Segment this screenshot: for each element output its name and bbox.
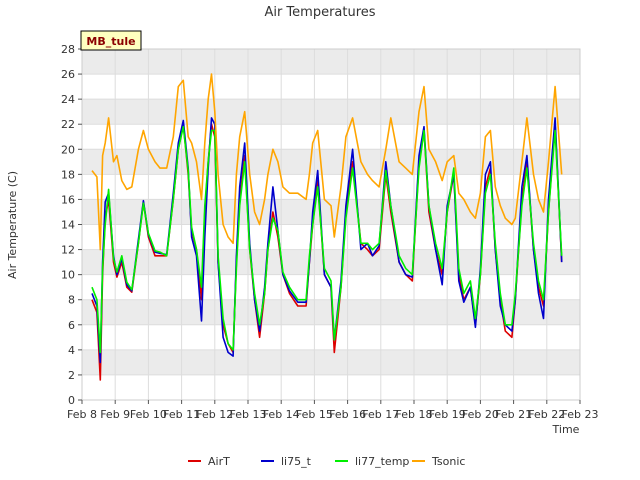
y-tick-label: 14 xyxy=(61,219,75,232)
y-tick-label: 24 xyxy=(61,93,75,106)
background-band xyxy=(82,224,580,250)
legend-label: Tsonic xyxy=(431,455,465,468)
y-tick-label: 18 xyxy=(61,168,75,181)
x-tick-label: Feb 21 xyxy=(495,408,532,421)
legend-label: AirT xyxy=(208,455,230,468)
y-tick-label: 0 xyxy=(68,394,75,407)
background-band xyxy=(82,124,580,150)
y-tick-label: 22 xyxy=(61,118,75,131)
series-lines xyxy=(91,73,563,381)
legend: AirT li75_t li77_temp Tsonic xyxy=(188,455,465,468)
background-band xyxy=(82,324,580,350)
series-line-li77-temp xyxy=(91,125,563,354)
legend-label: li77_temp xyxy=(355,455,409,468)
y-tick-label: 26 xyxy=(61,68,75,81)
y-tick-label: 2 xyxy=(68,369,75,382)
y-axis-label: Air Temperature (C) xyxy=(6,171,19,279)
background-band xyxy=(82,299,580,325)
x-tick-label: Feb 9 xyxy=(100,408,130,421)
series-line-tsonic xyxy=(91,73,563,251)
x-tick-label: Feb 11 xyxy=(163,408,200,421)
x-tick-label: Feb 16 xyxy=(329,408,366,421)
legend-label: li75_t xyxy=(281,455,312,468)
y-tick-label: 20 xyxy=(61,143,75,156)
background-band xyxy=(82,349,580,375)
x-tick-label: Feb 8 xyxy=(67,408,97,421)
background-band xyxy=(82,174,580,200)
y-tick-label: 28 xyxy=(61,43,75,56)
y-tick-label: 12 xyxy=(61,244,75,257)
chart-title: Air Temperatures xyxy=(264,5,375,20)
background-band xyxy=(82,49,580,75)
x-tick-label: Feb 17 xyxy=(362,408,399,421)
x-tick-label: Feb 10 xyxy=(130,408,167,421)
x-tick-label: Feb 18 xyxy=(396,408,433,421)
background-band xyxy=(82,374,580,400)
x-tick-label: Feb 20 xyxy=(462,408,499,421)
x-tick-label: Feb 23 xyxy=(562,408,599,421)
background-band xyxy=(82,149,580,175)
y-tick-label: 16 xyxy=(61,193,75,206)
x-tick-label: Feb 12 xyxy=(196,408,233,421)
x-tick-label: Feb 19 xyxy=(429,408,466,421)
background-band xyxy=(82,249,580,275)
y-tick-label: 10 xyxy=(61,269,75,282)
x-axis-label: Time xyxy=(552,423,580,436)
x-tick-label: Feb 13 xyxy=(230,408,267,421)
x-tick-label: Feb 15 xyxy=(296,408,333,421)
background-band xyxy=(82,99,580,125)
y-tick-label: 4 xyxy=(68,344,75,357)
station-label-text: MB_tule xyxy=(86,35,135,48)
y-tick-label: 8 xyxy=(68,294,75,307)
x-tick-label: Feb 14 xyxy=(263,408,300,421)
x-tick-label: Feb 22 xyxy=(528,408,565,421)
background-band xyxy=(82,74,580,100)
station-label-box: MB_tule xyxy=(80,30,142,51)
y-tick-label: 6 xyxy=(68,319,75,332)
